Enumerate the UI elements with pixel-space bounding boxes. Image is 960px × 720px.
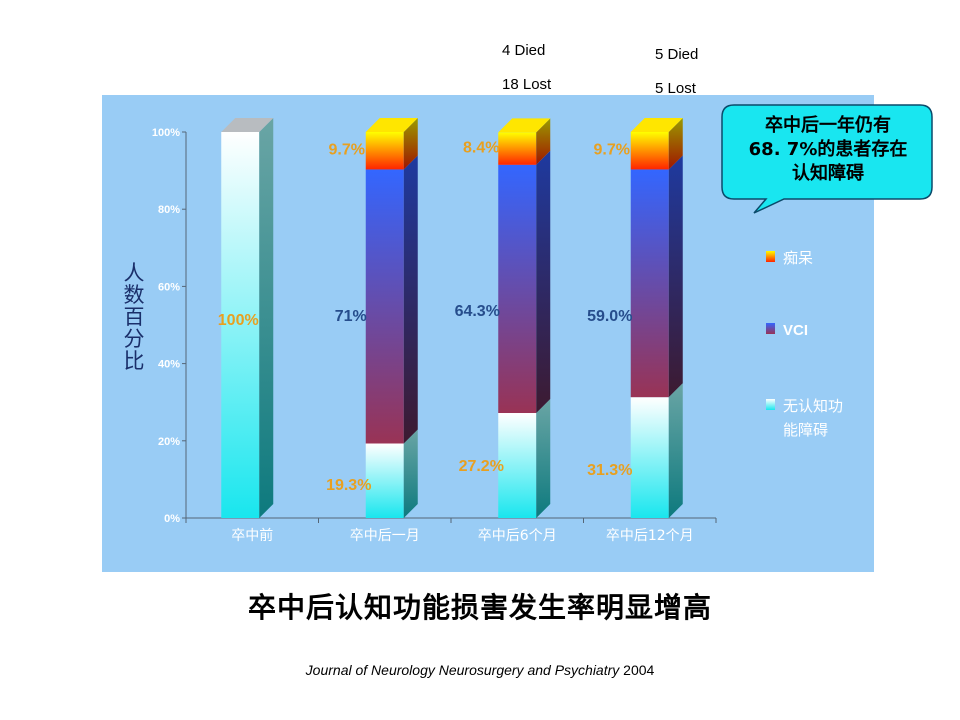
legend-swatch: [766, 323, 775, 334]
data-label: 9.7%: [594, 142, 630, 159]
died-note-6m: 4 Died: [502, 42, 546, 59]
bar-segment-normal-side: [403, 429, 418, 518]
data-label: 9.7%: [329, 142, 365, 159]
legend-label: 能障碍: [783, 421, 828, 439]
bar-top-face: [498, 118, 551, 133]
y-axis-label-char: 比: [124, 349, 145, 373]
data-label: 31.3%: [587, 462, 632, 479]
data-label: 8.4%: [463, 140, 499, 157]
data-label: 27.2%: [459, 458, 504, 475]
y-tick-label: 60%: [158, 281, 180, 293]
bar-segment-normal: [365, 443, 404, 518]
bar-segment-dementia: [498, 132, 537, 165]
bar-segment-vci-side: [668, 155, 683, 398]
data-label: 71%: [335, 308, 367, 325]
citation-journal: Journal of Neurology Neurosurgery and Ps…: [305, 662, 620, 678]
y-axis-label-char: 百: [124, 305, 145, 329]
bar-segment-dementia: [630, 132, 669, 170]
callout-line: 68. 7%的患者存在: [748, 139, 908, 160]
lost-note-6m: 18 Lost: [502, 76, 552, 93]
bar-segment-dementia-side: [536, 118, 551, 165]
slide-title: 卒中后认知功能损害发生率明显增高: [247, 591, 712, 624]
y-axis-label-char: 数: [124, 283, 145, 307]
bar-segment-normal-side: [536, 399, 551, 518]
callout-line: 认知障碍: [792, 163, 864, 184]
bar-segment-vci-side: [403, 155, 418, 444]
x-tick-label: 卒中后6个月: [478, 528, 557, 544]
bar-segment-vci: [498, 164, 537, 414]
bar-top-face: [630, 118, 683, 132]
y-tick-label: 20%: [158, 436, 180, 448]
y-tick-label: 40%: [158, 359, 180, 371]
x-tick-label: 卒中后一月: [350, 528, 420, 544]
bar-segment-normal: [630, 397, 669, 518]
bar-segment-vci: [630, 169, 669, 398]
legend-swatch: [766, 399, 775, 410]
citation-year: 2004: [623, 662, 655, 678]
citation: Journal of Neurology Neurosurgery and Ps…: [0, 662, 960, 678]
bar-segment-dementia: [365, 132, 404, 170]
bar-segment-normal: [498, 413, 537, 518]
bar-segment-normal-side: [259, 118, 274, 518]
data-label: 59.0%: [587, 308, 632, 325]
y-axis-label-char: 分: [124, 327, 145, 351]
bar-segment-dementia-side: [668, 118, 683, 170]
bar-segment-normal-side: [668, 383, 683, 518]
data-label: 19.3%: [326, 477, 371, 494]
data-label: 64.3%: [455, 303, 500, 320]
bar-segment-normal: [221, 132, 260, 518]
bar-segment-dementia-side: [403, 118, 418, 170]
legend-swatch: [766, 251, 775, 262]
legend-label: 痴呆: [783, 249, 813, 267]
x-tick-label: 卒中前: [231, 527, 273, 544]
y-tick-label: 100%: [152, 127, 180, 139]
legend-label: VCI: [783, 322, 808, 339]
callout-bubble: [721, 104, 933, 214]
y-tick-label: 80%: [158, 204, 180, 216]
lost-note-12m: 5 Lost: [655, 80, 696, 97]
bar-top-face: [221, 118, 274, 132]
y-axis-label-char: 人: [124, 261, 145, 285]
bar-top-face: [365, 118, 418, 132]
bar-segment-vci: [365, 169, 404, 444]
callout-line: 卒中后一年仍有: [765, 115, 891, 136]
x-tick-label: 卒中后12个月: [606, 528, 694, 544]
bar-segment-vci-side: [536, 150, 551, 414]
data-label: 100%: [218, 312, 259, 329]
legend-label: 无认知功: [783, 397, 843, 415]
callout-text: 卒中后一年仍有 68. 7%的患者存在 认知障碍: [728, 114, 928, 186]
y-tick-label: 0%: [164, 513, 180, 525]
died-note-12m: 5 Died: [655, 46, 699, 63]
